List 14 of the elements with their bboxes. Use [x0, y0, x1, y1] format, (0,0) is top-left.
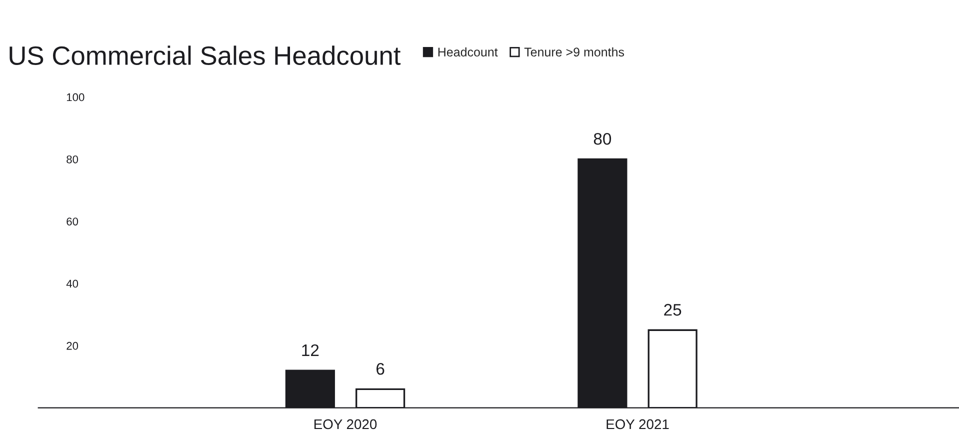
y-tick-label: 40: [66, 280, 78, 288]
legend-label: Headcount: [438, 47, 498, 57]
data-label: 25: [664, 304, 682, 316]
y-tick-label: 20: [66, 342, 78, 350]
x-tick-label: EOY 2021: [606, 419, 669, 430]
data-label: 80: [594, 132, 612, 145]
y-tick-label: 100: [66, 93, 84, 102]
y-tick-label: 80: [66, 155, 78, 164]
legend-label: Tenure >9 months: [524, 47, 624, 57]
x-tick-label: EOY 2020: [314, 419, 377, 430]
data-label: 6: [376, 362, 384, 375]
chart-title: US Commercial Sales Headcount: [10, 46, 401, 66]
y-tick-label: 60: [66, 218, 78, 226]
data-label: 12: [302, 344, 319, 356]
